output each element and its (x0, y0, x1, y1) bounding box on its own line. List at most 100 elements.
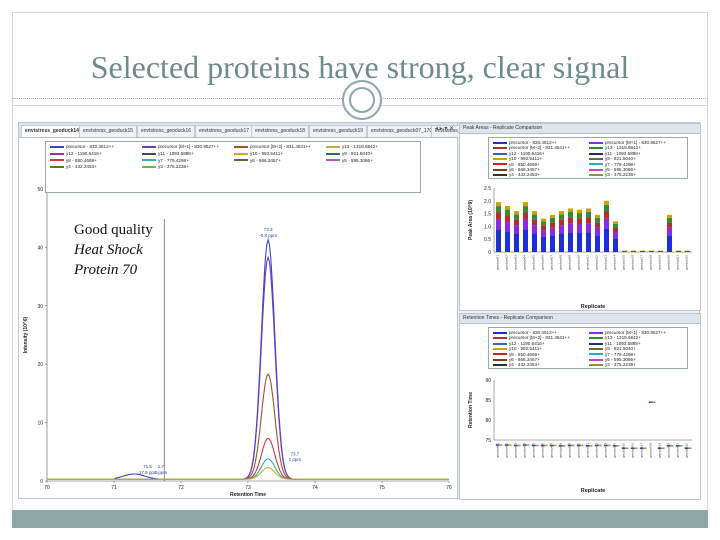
x-tick-label: 70 (44, 485, 50, 491)
legend-item: y5 - 595.3086+ (326, 158, 373, 163)
tab-envtstress_geoduck14[interactable]: envtstress_geoduck14 (21, 125, 83, 137)
legend-item: y8 - 850.4669+ (493, 352, 540, 357)
peak-area-bar (513, 233, 520, 252)
retention-point (510, 444, 512, 446)
legend-swatch (142, 152, 156, 155)
retention-point (660, 447, 662, 449)
peak-area-bar (558, 214, 565, 220)
retention-point (496, 444, 499, 446)
legend-label: y4 - 432.2453+ (509, 172, 540, 178)
peak-area-bar (513, 214, 520, 220)
retention-point (589, 445, 591, 447)
retention-point (663, 447, 665, 449)
legend-swatch (326, 145, 340, 148)
retention-point (600, 444, 602, 447)
peak-area-bar (612, 223, 619, 228)
peak-area-bar (513, 211, 520, 215)
retention-point (545, 444, 547, 447)
legend-label: y10 - 992.5411+ (250, 150, 283, 156)
x-tick-label: 71 (111, 485, 117, 491)
legend-swatch (142, 166, 156, 169)
tab-envtstress_geoduck16[interactable]: envtstress_geoduck16 (137, 125, 196, 137)
peak-area-bar (603, 211, 610, 219)
x-tick-label: geoduck08 (559, 443, 563, 458)
x-axis-label: Retention Time (230, 492, 266, 498)
x-tick-label: geoduck05 (532, 443, 536, 458)
x-tick-label: geoduck07 (550, 443, 554, 458)
retention-point (534, 444, 536, 447)
chromatogram-chart: 0 10 20 30 40 50 70 71 72 73 74 75 76 Retention Time I… (23, 187, 452, 498)
retention-point (586, 445, 589, 447)
legend-label: y4 - 432.2453+ (509, 362, 540, 368)
peak-area-bar (522, 212, 529, 220)
retention-point (608, 444, 610, 447)
x-tick-label: geoduck13 (604, 443, 608, 458)
retention-point (598, 444, 600, 447)
peak-areas-legend: precursor - 830.4512++ precursor [M+1] - … (488, 137, 688, 179)
legend-swatch (589, 358, 603, 361)
retention-point (690, 447, 692, 449)
retention-point (508, 444, 510, 446)
retention-point (594, 444, 596, 447)
slide-title: Selected proteins have strong, clear sig… (90, 49, 630, 85)
peak-area-bar (540, 230, 547, 238)
peak-area-bar (603, 218, 610, 229)
tab-envtstress_geoduck18[interactable]: envtstress_geoduck18 (251, 125, 310, 137)
peak-area-bar (513, 225, 520, 234)
peak-area-bar (585, 223, 592, 233)
tab-envtstress_geoduck15[interactable]: envtstress_geoduck15 (79, 125, 138, 137)
y-axis-label: Intensity (10^6) (23, 316, 29, 353)
legend-item: y4 - 432.2453+ (50, 164, 97, 169)
peak-area-bar (558, 211, 565, 215)
retention-point (662, 447, 664, 449)
legend-item: y3 - 375.2238+ (589, 172, 636, 177)
legend-item: y8 - 850.4669+ (493, 162, 540, 167)
x-tick-label: geoduck16 (631, 255, 635, 270)
legend-swatch (493, 364, 507, 367)
x-tick-label: geoduck14 (613, 443, 617, 458)
peak-area-bar (549, 217, 556, 223)
y-tick-label: 2.5 (484, 186, 491, 192)
retention-point (579, 444, 581, 447)
legend-swatch (493, 331, 507, 334)
legend-item: y12 - 1190.6416+ (493, 151, 545, 156)
legend-item: y6 - 666.3457+ (493, 357, 540, 362)
retention-point (563, 445, 565, 447)
tab-envtstress_geoduck19[interactable]: envtstress_geoduck19 (309, 125, 368, 137)
peak-area-bar (585, 217, 592, 224)
retention-point (514, 444, 517, 447)
chromatogram-trace (47, 467, 449, 480)
legend-item: y9 - 921.5040+ (326, 151, 373, 156)
retention-point (604, 444, 607, 447)
retention-point (672, 445, 674, 447)
legend-label: y13 - 1319.6842+ (605, 145, 641, 151)
retention-point (576, 444, 578, 447)
peak-area-bar (684, 251, 691, 252)
peak-area-bar (621, 251, 628, 252)
peak-annotation: 73.3 (264, 227, 273, 232)
x-tick-label: geoduck19 (658, 443, 662, 458)
legend-label: precursor [M+1] - 830.9527++ (158, 144, 219, 149)
y-tick-label: 0 (488, 250, 491, 256)
tab-envtstress_geoduck17[interactable]: envtstress_geoduck17 (195, 125, 254, 137)
legend-label: y7 - 779.4298+ (158, 157, 189, 163)
legend-swatch (589, 174, 603, 177)
legend-swatch (589, 163, 603, 166)
legend-swatch (589, 342, 603, 345)
retention-point (651, 401, 653, 403)
legend-label: precursor - 830.4512++ (66, 144, 115, 149)
peak-area-bar (540, 218, 547, 222)
peak-areas-chart: 0 0.5 1.0 1.5 2.0 2.5 geoduck01 geoduck02 geoduc… (468, 186, 692, 310)
x-tick-label: geoduck09 (568, 443, 572, 458)
retention-times-title: Retention Times - Replicate Comparison (460, 314, 700, 324)
legend-item: y12 - 1190.6416+ (493, 341, 545, 346)
x-tick-label: geoduck15 (622, 443, 626, 458)
peak-area-bar (540, 221, 547, 226)
retention-point (648, 401, 650, 403)
y-axis-label: Retention Time (468, 392, 474, 428)
retention-point (617, 445, 619, 447)
legend-label: y7 - 779.4298+ (605, 351, 636, 357)
y-tick-label: 40 (37, 245, 43, 251)
retention-point (649, 401, 652, 403)
tab-controls[interactable]: ◂ ▸ ▾ ✕ (434, 126, 454, 132)
